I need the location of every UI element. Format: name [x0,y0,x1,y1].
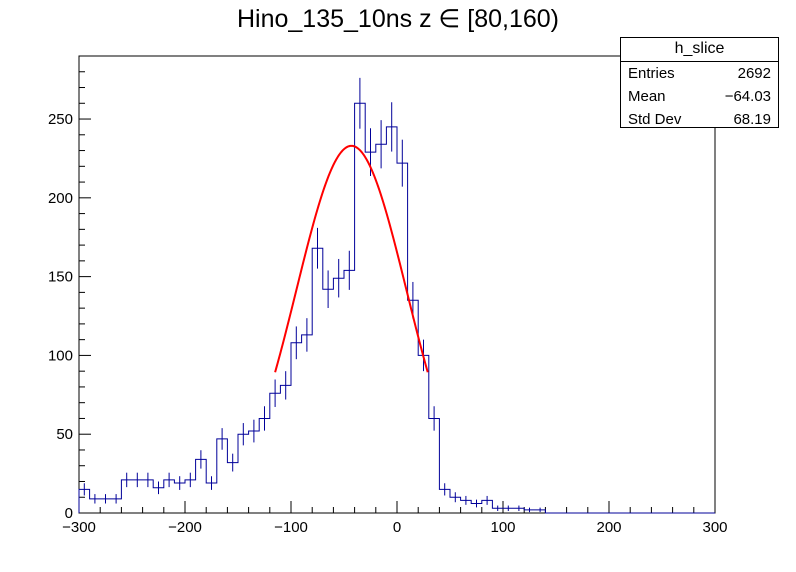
stats-row-mean: Mean −64.03 [621,85,778,108]
stats-value: −64.03 [724,88,771,105]
gaussian-fit-curve [274,144,429,373]
y-tick-label: 50 [56,426,73,443]
stats-label: Entries [628,65,675,82]
stats-row-entries: Entries 2692 [621,62,778,85]
stats-label: Mean [628,88,666,105]
y-tick-label: 100 [48,347,73,364]
stats-box: h_slice Entries 2692 Mean −64.03 Std Dev… [620,37,779,128]
histogram-outline [78,102,715,514]
chart-title-range: ∈ [80,160) [438,5,559,33]
x-tick-label: 200 [596,519,621,536]
stats-box-title: h_slice [621,38,778,62]
y-tick-label: 250 [48,111,73,128]
x-tick-label: 300 [702,519,727,536]
x-tick-label: 100 [490,519,515,536]
y-tick-label: 200 [48,190,73,207]
stats-value: 2692 [737,65,771,82]
chart-title: Hino_135_10ns z ∈ [80,160) [0,4,796,34]
y-tick-label: 150 [48,269,73,286]
x-tick-label: −200 [168,519,202,536]
y-tick-label: 0 [65,505,73,522]
stats-label: Std Dev [628,111,682,128]
x-tick-label: 0 [393,519,401,536]
x-tick-label: −300 [62,519,96,536]
chart-title-main: Hino_135_10ns z [236,5,432,33]
stats-value: 68.19 [733,111,771,128]
x-tick-label: −100 [274,519,308,536]
stats-row-stddev: Std Dev 68.19 [621,108,778,131]
